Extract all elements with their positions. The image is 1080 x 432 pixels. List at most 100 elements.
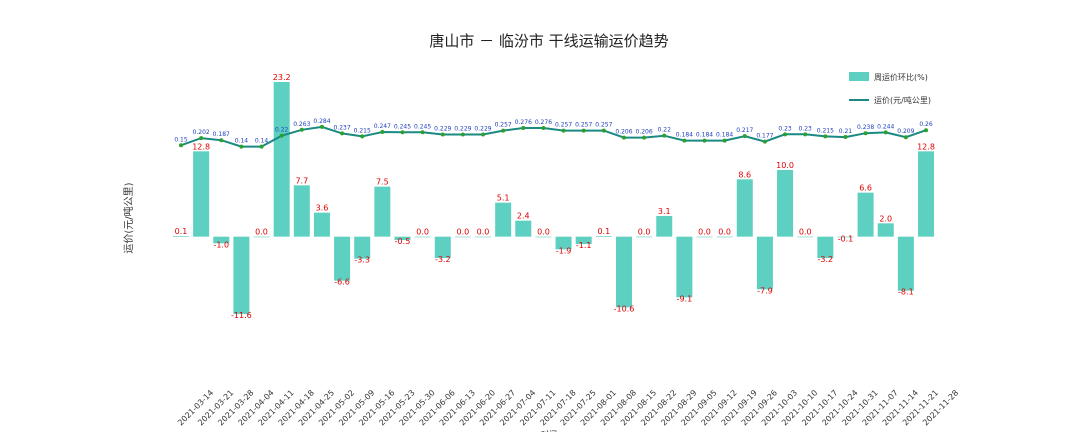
bar bbox=[313, 212, 330, 237]
price-value-label: 0.23 bbox=[799, 125, 813, 132]
price-value-label: 0.184 bbox=[676, 132, 693, 139]
price-point bbox=[863, 131, 868, 136]
bar-value-label: 0.1 bbox=[597, 227, 610, 236]
price-value-label: 0.284 bbox=[313, 118, 330, 125]
bar bbox=[656, 216, 673, 237]
price-line bbox=[180, 125, 927, 148]
bar bbox=[354, 236, 371, 259]
bar bbox=[736, 179, 753, 237]
bar bbox=[273, 82, 290, 237]
price-point bbox=[702, 138, 707, 143]
bar-value-label: -1.0 bbox=[213, 240, 229, 249]
bar bbox=[817, 236, 834, 258]
bar bbox=[475, 236, 492, 238]
price-point bbox=[883, 130, 888, 135]
bar bbox=[797, 236, 814, 238]
bar-value-label: 0.0 bbox=[718, 228, 731, 237]
price-value-label: 0.22 bbox=[658, 127, 672, 134]
price-point bbox=[903, 135, 908, 140]
bar-value-label: 0.0 bbox=[698, 228, 711, 237]
price-value-label: 0.22 bbox=[275, 127, 289, 134]
legend: 周运价环比(%) 运价(元/吨公里) bbox=[849, 72, 931, 105]
bar-value-label: -10.6 bbox=[614, 304, 635, 313]
price-point bbox=[340, 131, 345, 136]
bar-value-label: -7.9 bbox=[757, 286, 773, 295]
price-value-label: 0.184 bbox=[716, 132, 733, 139]
price-value-label: 0.23 bbox=[778, 125, 792, 132]
price-value-label: 0.257 bbox=[575, 122, 592, 129]
bar bbox=[495, 202, 512, 237]
bar-value-label: -9.1 bbox=[677, 294, 693, 303]
bar-series bbox=[173, 82, 934, 314]
bar-value-label: 12.8 bbox=[917, 142, 935, 151]
bar-value-label: 6.6 bbox=[859, 184, 872, 193]
price-value-label: 0.206 bbox=[615, 129, 632, 136]
price-value-label: 0.263 bbox=[293, 121, 310, 128]
price-point bbox=[924, 128, 928, 133]
price-point bbox=[742, 134, 747, 139]
bar bbox=[555, 236, 572, 250]
price-point bbox=[601, 128, 606, 133]
bar-value-label: 0.0 bbox=[457, 228, 470, 237]
bar bbox=[716, 236, 733, 238]
bar-value-label: -1.9 bbox=[556, 246, 572, 255]
price-value-label: 0.229 bbox=[454, 125, 471, 132]
price-point bbox=[762, 139, 767, 144]
bar-value-label: 0.0 bbox=[537, 228, 550, 237]
price-value-label: 0.238 bbox=[857, 124, 874, 131]
bar bbox=[676, 236, 693, 298]
bar-value-label: -0.5 bbox=[395, 237, 411, 246]
bar bbox=[877, 223, 894, 237]
price-point bbox=[420, 130, 425, 135]
price-value-label: 0.229 bbox=[434, 125, 451, 132]
bar-value-label: -3.3 bbox=[354, 256, 370, 265]
bar-value-label: 0.0 bbox=[799, 228, 812, 237]
price-point bbox=[299, 127, 304, 132]
price-value-label: 0.257 bbox=[555, 122, 572, 129]
bar bbox=[575, 236, 592, 244]
bar-value-label: 10.0 bbox=[776, 161, 794, 170]
bar-value-label: 3.6 bbox=[316, 204, 329, 213]
price-point bbox=[481, 132, 486, 137]
price-value-label: 0.215 bbox=[817, 127, 834, 134]
bar-value-label: 5.1 bbox=[497, 194, 510, 203]
price-point bbox=[783, 132, 788, 137]
price-line-series bbox=[179, 124, 928, 149]
bar-value-label: 0.0 bbox=[255, 228, 268, 237]
bar-value-label: -1.1 bbox=[576, 241, 592, 250]
price-value-label: 0.215 bbox=[354, 127, 371, 134]
bar-value-label: 12.8 bbox=[192, 142, 210, 151]
bar-value-label: 0.1 bbox=[175, 227, 188, 236]
price-value-label: 0.257 bbox=[595, 122, 612, 129]
bar-value-label: 2.4 bbox=[517, 212, 530, 221]
price-value-label: 0.26 bbox=[919, 121, 933, 128]
price-value-label: 0.245 bbox=[414, 123, 431, 130]
price-value-label: 0.187 bbox=[213, 131, 230, 138]
bar bbox=[334, 236, 351, 281]
bar-value-label: 0.0 bbox=[638, 228, 651, 237]
price-value-label: 0.217 bbox=[736, 127, 753, 134]
price-value-label: 0.206 bbox=[636, 129, 653, 136]
bar-value-label: 7.7 bbox=[295, 176, 308, 185]
price-value-label: 0.14 bbox=[255, 138, 269, 145]
bar bbox=[535, 236, 552, 238]
legend-label-line: 运价(元/吨公里) bbox=[874, 95, 931, 105]
bar bbox=[636, 236, 653, 238]
price-value-label: 0.14 bbox=[235, 138, 249, 145]
bar bbox=[696, 236, 713, 238]
price-point bbox=[259, 144, 264, 149]
legend-label-bar: 周运价环比(%) bbox=[874, 72, 928, 82]
price-value-label: 0.209 bbox=[897, 128, 914, 135]
price-point bbox=[400, 130, 405, 135]
price-point bbox=[279, 133, 284, 138]
bar-value-label: 8.6 bbox=[738, 170, 751, 179]
bar bbox=[615, 236, 632, 308]
price-point bbox=[823, 134, 828, 139]
price-value-label: 0.15 bbox=[174, 136, 188, 143]
price-point bbox=[621, 135, 626, 140]
bar bbox=[897, 236, 914, 291]
bar-value-label: -11.6 bbox=[231, 311, 252, 320]
bar bbox=[756, 236, 773, 290]
bar-value-labels: 0.1 12.8 -1.0 -11.6 0.0 23.2 7.7 3.6 -6.6 -3.3 7.5… bbox=[175, 73, 935, 320]
